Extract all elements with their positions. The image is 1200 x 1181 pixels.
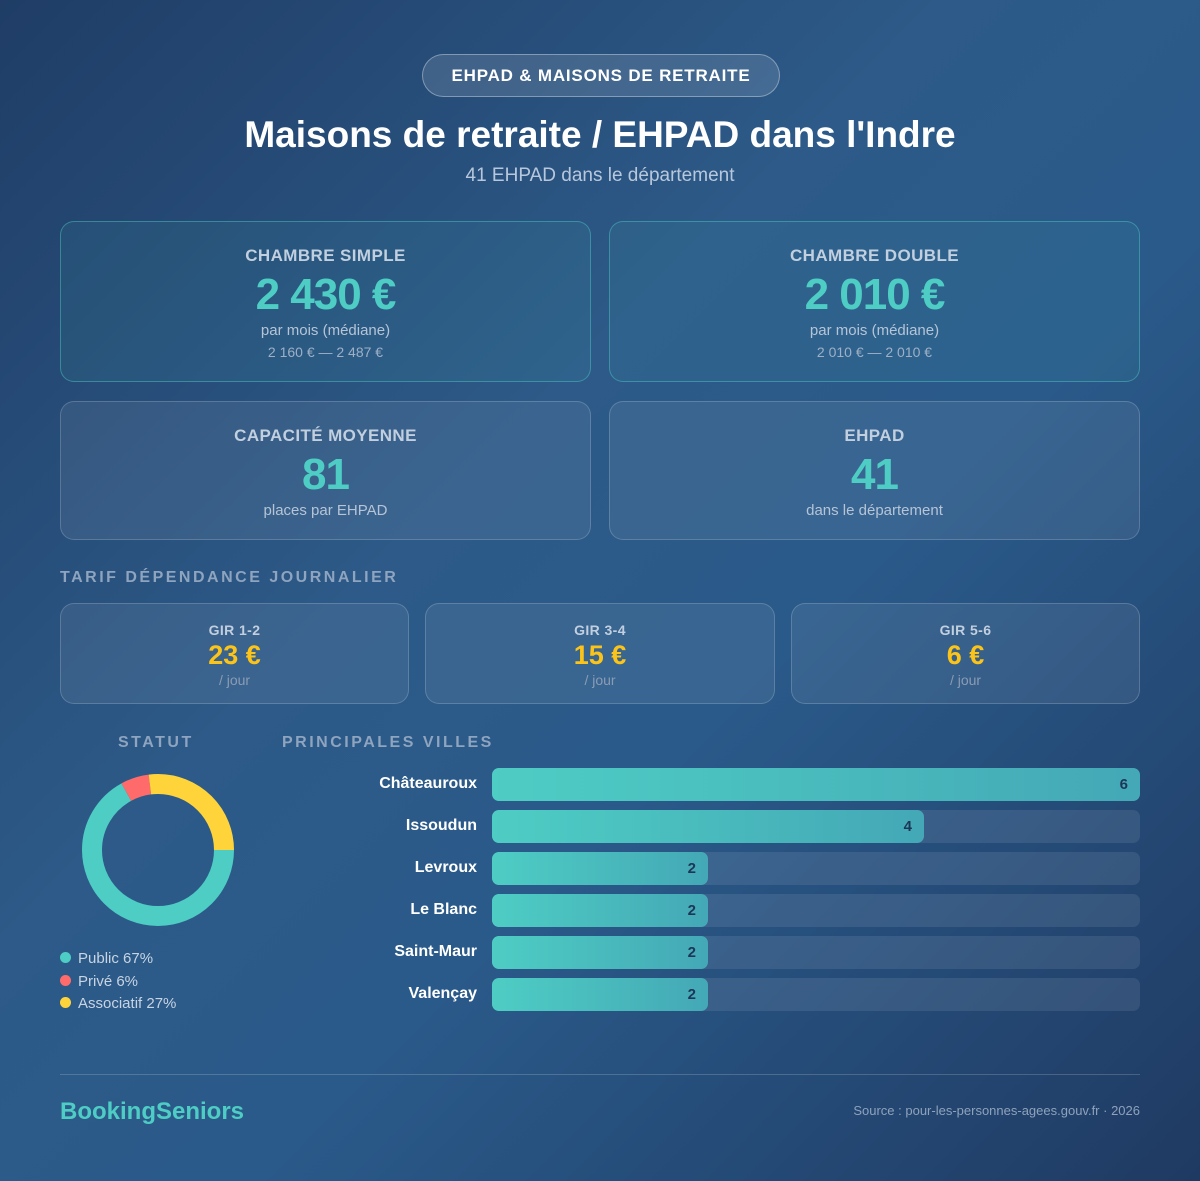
bar: 2 (492, 936, 708, 969)
gir-label: GIR 1-2 (208, 622, 261, 638)
gir-card: GIR 5-6 6 € / jour (791, 603, 1140, 704)
bar: 2 (492, 978, 708, 1011)
section-title-villes: PRINCIPALES VILLES (282, 734, 494, 751)
gir-card: GIR 1-2 23 € / jour (60, 603, 409, 704)
bar-label: Châteauroux (379, 775, 477, 792)
bar-value: 2 (687, 944, 696, 961)
card-label: CHAMBRE SIMPLE (245, 246, 406, 265)
bar-row: Levroux 2 (280, 852, 1140, 885)
bar-track: 2 (492, 936, 1140, 969)
bar-value: 4 (903, 818, 912, 835)
legend-item-associatif: Associatif 27% (60, 993, 176, 1016)
bar-track: 2 (492, 978, 1140, 1011)
gir-unit: / jour (949, 672, 982, 688)
card-value: 41 (851, 450, 899, 499)
gir-value: 15 € (573, 640, 627, 670)
footer-divider (60, 1074, 1140, 1075)
bar-track: 6 (492, 768, 1140, 801)
legend-item-prive: Privé 6% (60, 971, 176, 994)
bar-track: 2 (492, 894, 1140, 927)
bar-row: Le Blanc 2 (280, 894, 1140, 927)
gir-unit: / jour (218, 672, 251, 688)
bar-value: 2 (687, 860, 696, 877)
card-value: 2 010 € (804, 270, 946, 319)
card-chambre-simple: CHAMBRE SIMPLE 2 430 € par mois (médiane… (60, 221, 591, 382)
category-badge: EHPAD & MAISONS DE RETRAITE (422, 54, 780, 97)
legend-label: Associatif 27% (78, 995, 177, 1012)
brand-logo: BookingSeniors (60, 1098, 245, 1125)
card-value: 81 (302, 450, 350, 499)
card-value: 2 430 € (255, 270, 397, 319)
gir-value: 23 € (208, 640, 261, 670)
page-subtitle: 41 EHPAD dans le département (465, 165, 735, 186)
card-range: 2 160 € — 2 487 € (267, 344, 384, 360)
bar-track: 4 (492, 810, 1140, 843)
bar: 6 (492, 768, 1140, 801)
bar-value: 6 (1119, 776, 1128, 793)
legend-dot (60, 997, 71, 1008)
statut-donut-chart (82, 774, 234, 926)
bar: 2 (492, 894, 708, 927)
bar-row: Valençay 2 (280, 978, 1140, 1011)
bar-label: Le Blanc (410, 901, 477, 918)
source-text: Source : pour-les-personnes-agees.gouv.f… (853, 1103, 1140, 1118)
bar-value: 2 (687, 986, 696, 1003)
statut-legend: Public 67% Privé 6% Associatif 27% (60, 948, 176, 1016)
card-label: EHPAD (844, 426, 905, 445)
page-title: Maisons de retraite / EHPAD dans l'Indre (244, 114, 956, 155)
card-label: CAPACITÉ MOYENNE (234, 426, 417, 445)
card-ehpad-count: EHPAD 41 dans le département (609, 401, 1140, 540)
bar-label: Saint-Maur (394, 943, 477, 960)
section-title-dependance: TARIF DÉPENDANCE JOURNALIER (60, 569, 399, 586)
gir-unit: / jour (584, 672, 616, 688)
bar: 4 (492, 810, 924, 843)
bar-label: Valençay (408, 985, 478, 1002)
bar-value: 2 (687, 902, 696, 919)
card-range: 2 010 € — 2 010 € (816, 344, 933, 360)
bar: 2 (492, 852, 708, 885)
legend-item-public: Public 67% (60, 948, 176, 971)
section-title-statut: STATUT (118, 734, 194, 751)
bar-label: Levroux (414, 859, 477, 876)
card-sub: par mois (médiane) (260, 322, 391, 339)
gir-label: GIR 5-6 (939, 622, 992, 638)
card-sub: dans le département (806, 502, 943, 519)
bar-track: 2 (492, 852, 1140, 885)
legend-label: Public 67% (78, 950, 154, 967)
card-sub: par mois (médiane) (809, 322, 940, 339)
gir-label: GIR 3-4 (574, 622, 626, 638)
legend-label: Privé 6% (78, 972, 139, 990)
bar-row: Châteauroux 6 (280, 768, 1140, 801)
bar-row: Saint-Maur 2 (280, 936, 1140, 969)
gir-value: 6 € (946, 640, 985, 670)
gir-card: GIR 3-4 15 € / jour (425, 603, 775, 704)
legend-dot (60, 952, 71, 963)
card-capacite: CAPACITÉ MOYENNE 81 places par EHPAD (60, 401, 591, 540)
donut-slice (82, 774, 234, 926)
bar-row: Issoudun 4 (280, 810, 1140, 843)
bar-label: Issoudun (405, 817, 477, 834)
card-label: CHAMBRE DOUBLE (790, 246, 959, 265)
card-chambre-double: CHAMBRE DOUBLE 2 010 € par mois (médiane… (609, 221, 1140, 382)
card-sub: places par EHPAD (263, 502, 388, 519)
legend-dot (60, 974, 71, 986)
